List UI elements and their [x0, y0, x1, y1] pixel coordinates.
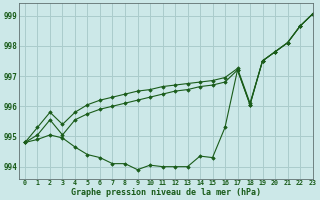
- X-axis label: Graphe pression niveau de la mer (hPa): Graphe pression niveau de la mer (hPa): [71, 188, 260, 197]
